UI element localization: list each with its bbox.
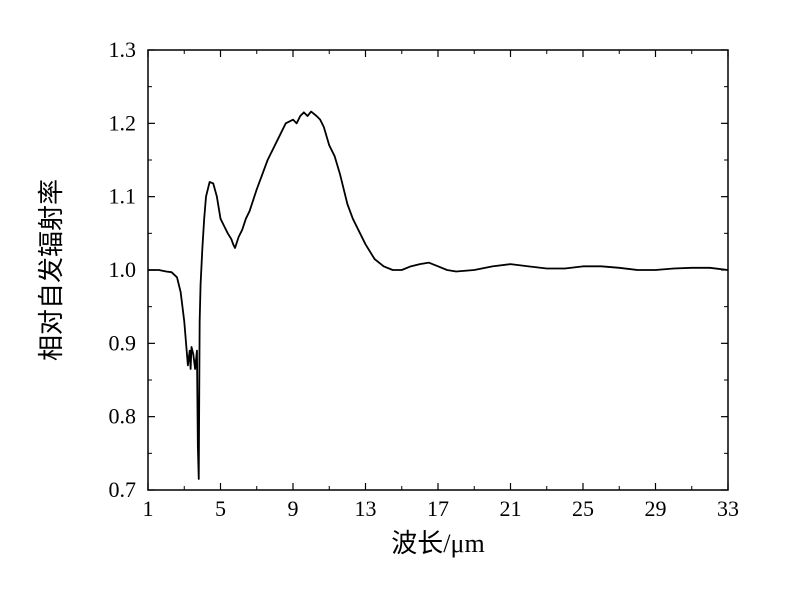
y-tick-label: 1.3 [109,37,137,62]
y-tick-label: 1.0 [109,257,137,282]
y-tick-label: 0.8 [109,404,137,429]
y-tick-label: 0.9 [109,330,137,355]
chart-container: 1 5 9 13 17 21 25 29 33 0.7 0.8 0.9 1.0 1.1 1.2 1.3 波长/μ… [0,0,800,602]
x-tick-label: 21 [500,496,522,521]
x-tick-label: 33 [717,496,739,521]
y-tick-label: 0.7 [109,477,137,502]
x-tick-label: 13 [355,496,377,521]
x-tick-label: 9 [288,496,299,521]
x-axis-label: 波长/μm [391,529,484,558]
line-chart: 1 5 9 13 17 21 25 29 33 0.7 0.8 0.9 1.0 1.1 1.2 1.3 波长/μ… [0,0,800,602]
x-tick-label: 25 [572,496,594,521]
x-tick-label: 17 [427,496,449,521]
y-tick-label: 1.1 [109,184,137,209]
y-tick-label: 1.2 [109,110,137,135]
x-tick-label: 1 [143,496,154,521]
x-tick-label: 29 [645,496,667,521]
y-axis-label: 相对自发辐射率 [37,179,66,361]
data-line [148,112,728,479]
x-tick-label: 5 [215,496,226,521]
